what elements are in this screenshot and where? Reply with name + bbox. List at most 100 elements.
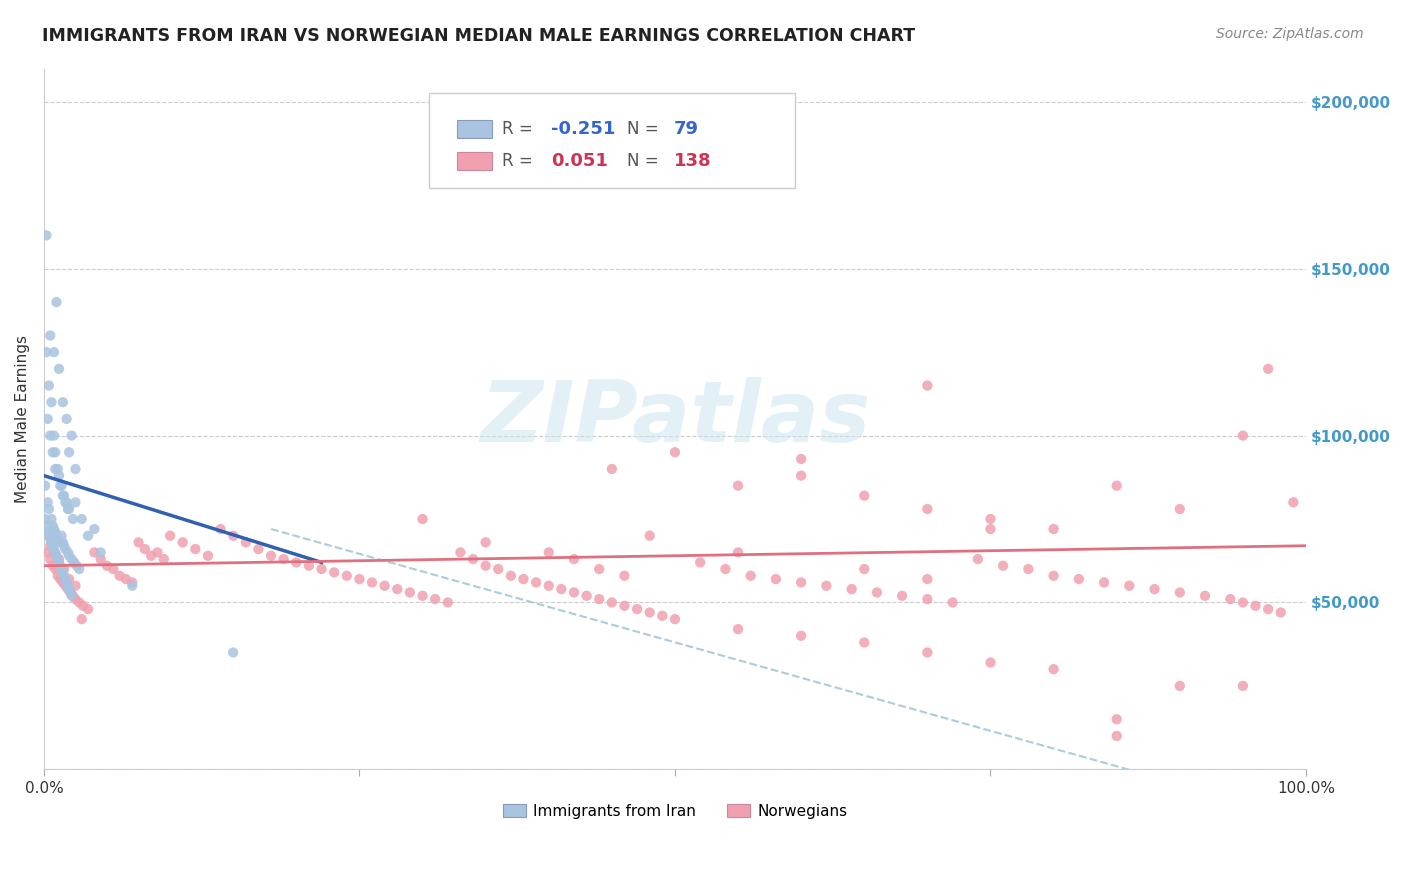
Point (613, 568, 636, 582)
Point (474, 535, 496, 549)
Point (152, 552, 174, 566)
Point (790, 575, 813, 590)
Point (55, 495, 77, 509)
Point (600, 595, 623, 609)
Point (52, 395, 75, 409)
Point (45, 295, 67, 310)
Point (41, 518, 63, 533)
Point (59, 585, 82, 599)
Point (49, 572, 72, 586)
Point (562, 585, 585, 599)
Point (59, 585, 82, 599)
Point (58, 502, 80, 516)
Point (486, 562, 509, 576)
Point (449, 545, 471, 559)
Point (1105, 729, 1128, 743)
Point (77, 602, 100, 616)
Point (638, 606, 661, 620)
Point (651, 608, 673, 623)
Point (62, 512, 84, 526)
Text: IMMIGRANTS FROM IRAN VS NORWEGIAN MEDIAN MALE EARNINGS CORRELATION CHART: IMMIGRANTS FROM IRAN VS NORWEGIAN MEDIAN… (42, 27, 915, 45)
Point (323, 566, 346, 580)
Point (336, 568, 359, 582)
Point (35, 345, 58, 359)
Point (34, 512, 56, 526)
Point (1257, 602, 1279, 616)
Point (53, 542, 76, 557)
Point (52, 489, 75, 503)
Point (1232, 679, 1254, 693)
Point (83, 522, 105, 536)
Point (52, 575, 75, 590)
Point (1092, 575, 1115, 590)
Point (37, 525, 59, 540)
Point (39, 428, 62, 442)
Point (72, 599, 94, 613)
Point (714, 562, 737, 576)
Point (412, 512, 434, 526)
Point (285, 555, 308, 569)
Point (49, 535, 72, 549)
Point (55, 575, 77, 590)
Point (53, 579, 76, 593)
Point (56, 579, 79, 593)
Point (917, 572, 939, 586)
Point (77, 529, 100, 543)
Text: N =: N = (627, 152, 658, 170)
Point (141, 549, 163, 563)
Point (374, 579, 396, 593)
Point (689, 555, 711, 569)
Point (917, 502, 939, 516)
Point (39, 552, 62, 566)
Point (159, 529, 181, 543)
Point (361, 575, 384, 590)
Point (44, 445, 66, 459)
Point (1168, 585, 1191, 599)
Point (42, 545, 65, 559)
Point (298, 558, 321, 573)
Point (46, 568, 69, 582)
Point (60, 589, 83, 603)
Point (562, 552, 585, 566)
Point (853, 562, 876, 576)
Point (727, 622, 749, 636)
Point (349, 572, 371, 586)
Text: ZIPatlas: ZIPatlas (479, 377, 870, 460)
Point (42, 542, 65, 557)
Point (260, 549, 283, 563)
Point (45, 549, 67, 563)
Point (399, 585, 422, 599)
Point (37, 412, 59, 426)
Point (41, 558, 63, 573)
Point (600, 462, 623, 476)
Text: 79: 79 (673, 120, 699, 137)
Point (1219, 592, 1241, 607)
Text: -0.251: -0.251 (551, 120, 616, 137)
Point (121, 575, 143, 590)
Point (209, 522, 232, 536)
Point (66, 558, 89, 573)
Point (58, 445, 80, 459)
Point (45, 529, 67, 543)
Point (1042, 522, 1064, 536)
Point (790, 468, 813, 483)
Point (575, 589, 598, 603)
Point (550, 582, 572, 596)
Point (44, 545, 66, 559)
Point (853, 635, 876, 649)
Point (39, 539, 62, 553)
Point (1017, 562, 1039, 576)
Point (664, 445, 686, 459)
Point (49, 558, 72, 573)
Text: 0.051: 0.051 (551, 152, 609, 170)
Point (65, 579, 87, 593)
Point (537, 545, 560, 559)
Point (412, 589, 434, 603)
Point (52, 566, 75, 580)
Point (815, 579, 838, 593)
Point (1232, 428, 1254, 442)
Point (65, 592, 87, 607)
Point (44, 562, 66, 576)
Point (67, 595, 90, 609)
Text: 138: 138 (673, 152, 711, 170)
